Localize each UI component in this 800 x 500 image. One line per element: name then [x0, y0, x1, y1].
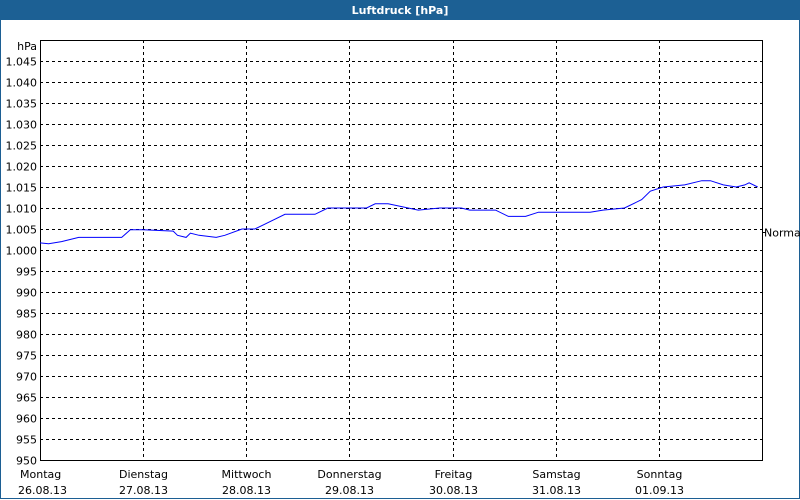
y-tick-label: 1.045: [6, 56, 38, 69]
y-tick-label: 1.005: [6, 224, 38, 237]
x-tick-day: Donnerstag: [317, 468, 381, 481]
y-tick-label: 1.035: [6, 98, 38, 111]
y-tick-label: 995: [16, 266, 37, 279]
plot-border: [40, 40, 763, 461]
x-tick-date: 01.09.13: [635, 484, 684, 497]
y-tick-label: 970: [16, 371, 37, 384]
y-tick-label: 965: [16, 392, 37, 405]
y-tick-label: 1.025: [6, 140, 38, 153]
y-tick-label: 990: [16, 287, 37, 300]
y-tick-label: 985: [16, 308, 37, 321]
y-tick-label: 975: [16, 350, 37, 363]
y-tick-label: 1.010: [6, 203, 38, 216]
y-tick-label: 960: [16, 413, 37, 426]
normal-label: Normal: [764, 227, 800, 240]
y-axis-label: hPa: [17, 40, 37, 53]
pressure-line: [39, 180, 758, 245]
y-tick-label: 1.030: [6, 119, 38, 132]
x-tick-date: 28.08.13: [222, 484, 271, 497]
x-tick-date: 30.08.13: [429, 484, 478, 497]
x-tick-date: 26.08.13: [18, 484, 67, 497]
x-tick-date: 27.08.13: [119, 484, 168, 497]
y-tick-label: 1.000: [6, 245, 38, 258]
y-tick-label: 1.040: [6, 77, 38, 90]
y-tick-label: 955: [16, 434, 37, 447]
x-tick-day: Freitag: [435, 468, 473, 481]
y-tick-label: 980: [16, 329, 37, 342]
x-tick-day: Dienstag: [119, 468, 168, 481]
x-tick-date: 29.08.13: [325, 484, 374, 497]
x-tick-day: Montag: [20, 468, 61, 481]
y-tick-label: 950: [16, 455, 37, 468]
x-tick-day: Mittwoch: [222, 468, 272, 481]
y-tick-label: 1.020: [6, 161, 38, 174]
x-tick-day: Samstag: [532, 468, 580, 481]
x-tick-date: 31.08.13: [532, 484, 581, 497]
chart-title: Luftdruck [hPa]: [0, 0, 800, 20]
x-tick-day: Sonntag: [637, 468, 683, 481]
y-tick-label: 1.015: [6, 182, 38, 195]
